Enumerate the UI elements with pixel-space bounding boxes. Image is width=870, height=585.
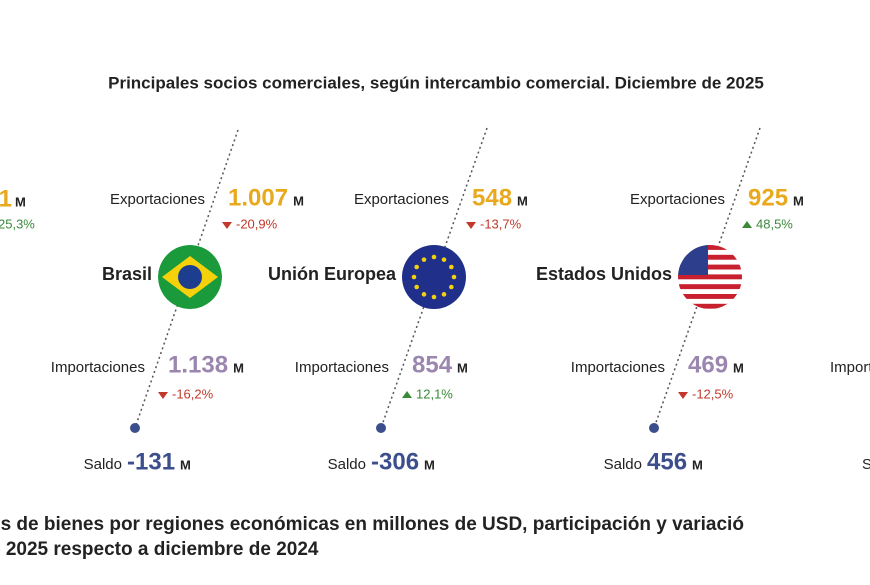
star [451, 274, 457, 280]
change: -16,2% [172, 386, 214, 401]
stripe [678, 284, 742, 290]
unit: M [457, 360, 468, 375]
exports-label: Exportaciones [354, 191, 449, 208]
stripe [678, 303, 742, 309]
unit: M [180, 457, 191, 472]
unit: M [793, 193, 804, 208]
star [421, 292, 427, 297]
star [414, 264, 419, 270]
partner-name: Estados Unidos [536, 264, 672, 284]
star [414, 284, 419, 290]
star [421, 257, 427, 262]
trend-arrow [158, 392, 168, 399]
unit: M [424, 457, 435, 472]
trend-arrow [742, 221, 752, 228]
imports-value: 854 [412, 351, 453, 378]
stripe [678, 274, 742, 280]
imports-value: 1.138 [168, 351, 228, 378]
trend-arrow [222, 222, 232, 229]
stripe [678, 264, 742, 270]
balance-label: Saldo [328, 456, 366, 473]
star [411, 274, 417, 280]
fragment-balance: S [862, 456, 870, 473]
trend-arrow [678, 392, 688, 399]
exports-label: Exportaciones [110, 191, 205, 208]
unit: M [733, 360, 744, 375]
trend-arrow [402, 391, 412, 398]
balance-value: 456 [647, 448, 687, 475]
unit: M [15, 194, 26, 209]
exports-value: 548 [472, 184, 512, 211]
fragment-imports: Importa [830, 359, 870, 376]
unit: M [233, 360, 244, 375]
unit: M [692, 457, 703, 472]
balance-value: -131 [127, 448, 175, 475]
stripe [678, 254, 742, 260]
star [441, 292, 447, 297]
exports-value: 925 [748, 184, 788, 211]
stripe [678, 294, 742, 299]
caption: e 2025 respecto a diciembre de 2024 [0, 539, 319, 560]
lines [134, 127, 761, 429]
stripe [678, 245, 742, 250]
balance-label: Saldo [604, 456, 642, 473]
star [441, 257, 447, 262]
change: 48,5% [756, 216, 793, 231]
balance-value: -306 [371, 448, 419, 475]
change: -20,9% [236, 216, 278, 231]
change: 12,1% [416, 386, 453, 401]
imports-label: Importaciones [571, 359, 665, 376]
unit: M [293, 193, 304, 208]
change: -13,7% [480, 216, 522, 231]
fragment-change: 25,3% [0, 216, 35, 231]
imports-label: Importaciones [51, 359, 145, 376]
balance-label: Saldo [84, 456, 122, 473]
caption: es de bienes por regiones económicas en … [0, 514, 744, 535]
dots [130, 423, 659, 433]
partner-name: Brasil [102, 264, 152, 284]
trend-arrow [466, 222, 476, 229]
flag-brazil [158, 245, 222, 309]
fragment-exports: 51 [0, 185, 12, 212]
flag-eu [402, 245, 466, 309]
partner-name: Unión Europea [268, 264, 397, 284]
unit: M [517, 193, 528, 208]
exports-label: Exportaciones [630, 191, 725, 208]
star [431, 294, 437, 300]
change: -12,5% [692, 386, 734, 401]
exports-value: 1.007 [228, 184, 288, 211]
star [431, 254, 437, 260]
star [449, 264, 454, 270]
title: Principales socios comerciales, según in… [108, 73, 764, 92]
imports-value: 469 [688, 351, 728, 378]
flag-usa [678, 245, 742, 309]
star [449, 284, 454, 290]
imports-label: Importaciones [295, 359, 389, 376]
